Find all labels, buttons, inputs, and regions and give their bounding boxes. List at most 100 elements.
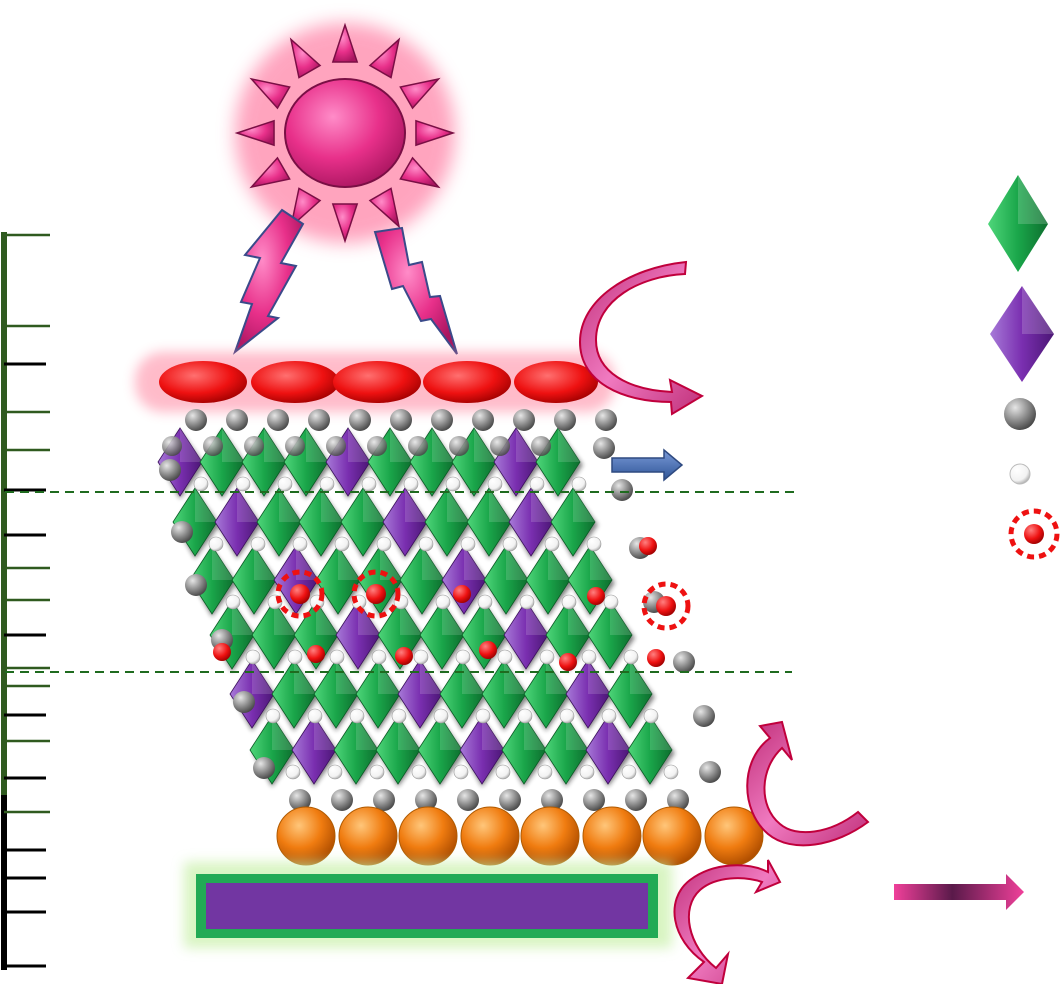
gray-sphere <box>267 409 289 431</box>
lightning-icon <box>232 208 458 355</box>
red-ion <box>647 649 665 667</box>
top-contact-layer <box>135 352 615 412</box>
purple-octahedron <box>214 487 260 557</box>
white-sphere <box>623 649 639 665</box>
gray-sphere <box>593 437 615 459</box>
gray-sphere <box>373 789 395 811</box>
red-ion <box>479 641 497 659</box>
gray-sphere <box>499 789 521 811</box>
white-sphere <box>435 594 451 610</box>
white-sphere <box>544 536 560 552</box>
orange-sphere <box>582 806 642 866</box>
red-ion <box>587 587 605 605</box>
white-sphere <box>371 649 387 665</box>
green-octahedron <box>333 715 379 785</box>
green-octahedron <box>607 659 653 729</box>
white-sphere <box>265 708 281 724</box>
white-sphere <box>487 476 503 492</box>
red-ion <box>453 585 471 603</box>
white-sphere <box>502 536 518 552</box>
red-ion <box>213 643 231 661</box>
white-sphere-icon <box>1009 463 1031 485</box>
white-sphere <box>307 708 323 724</box>
green-octahedron <box>231 545 277 615</box>
scale-bar <box>1 232 50 970</box>
white-sphere <box>453 764 469 780</box>
sun-icon <box>234 22 456 244</box>
green-octahedron <box>587 600 633 670</box>
gray-sphere <box>667 789 689 811</box>
white-sphere <box>376 536 392 552</box>
orange-sphere <box>338 806 398 866</box>
white-sphere <box>559 708 575 724</box>
gray-sphere <box>431 409 453 431</box>
white-sphere <box>287 649 303 665</box>
red-vacancy-icon <box>1008 508 1060 560</box>
gray-sphere <box>185 409 207 431</box>
green-octahedron <box>543 715 589 785</box>
green-octahedron <box>525 545 571 615</box>
white-sphere <box>250 536 266 552</box>
green-octahedron <box>627 715 673 785</box>
green-octahedron <box>417 715 463 785</box>
white-sphere <box>643 708 659 724</box>
gray-sphere <box>699 761 721 783</box>
white-sphere <box>334 536 350 552</box>
gray-sphere <box>673 651 695 673</box>
gray-sphere <box>415 789 437 811</box>
white-sphere <box>571 476 587 492</box>
red-ion <box>559 653 577 671</box>
gray-sphere <box>693 705 715 727</box>
purple-octahedron <box>397 659 443 729</box>
gray-sphere <box>457 789 479 811</box>
white-sphere <box>418 536 434 552</box>
green-octahedron <box>271 659 317 729</box>
gray-sphere-icon <box>1004 398 1036 430</box>
green-octahedron <box>550 487 596 557</box>
white-sphere <box>581 649 597 665</box>
orange-sphere <box>642 806 702 866</box>
white-sphere <box>561 594 577 610</box>
white-sphere <box>663 764 679 780</box>
gray-sphere <box>390 409 412 431</box>
purple-octahedron <box>508 487 554 557</box>
gray-sphere <box>289 789 311 811</box>
gray-sphere <box>331 789 353 811</box>
vacancy <box>351 569 401 619</box>
orange-sphere <box>520 806 580 866</box>
vacancy <box>275 569 325 619</box>
purple-octahedron <box>585 715 631 785</box>
purple-octahedron <box>459 715 505 785</box>
green-octahedron <box>481 659 527 729</box>
purple-octahedron <box>335 600 381 670</box>
white-sphere <box>433 708 449 724</box>
white-sphere <box>193 476 209 492</box>
white-sphere <box>403 476 419 492</box>
white-sphere <box>349 708 365 724</box>
green-octahedron <box>251 600 297 670</box>
green-octahedron <box>189 545 235 615</box>
white-sphere <box>319 476 335 492</box>
white-sphere <box>460 536 476 552</box>
green-octahedron <box>340 487 386 557</box>
red-ion <box>395 647 413 665</box>
gray-sphere <box>171 521 193 543</box>
white-sphere <box>277 476 293 492</box>
green-octahedron <box>424 487 470 557</box>
gray-sphere <box>541 789 563 811</box>
green-octahedron <box>399 545 445 615</box>
red-ion <box>307 645 325 663</box>
white-sphere <box>361 476 377 492</box>
gray-sphere <box>554 409 576 431</box>
substrate <box>184 862 672 948</box>
white-sphere <box>603 594 619 610</box>
green-octahedron <box>466 487 512 557</box>
gray-sphere <box>185 574 207 596</box>
white-sphere <box>413 649 429 665</box>
white-sphere <box>292 536 308 552</box>
white-sphere <box>601 708 617 724</box>
white-sphere <box>327 764 343 780</box>
green-octahedron <box>355 659 401 729</box>
green-octahedron <box>375 715 421 785</box>
